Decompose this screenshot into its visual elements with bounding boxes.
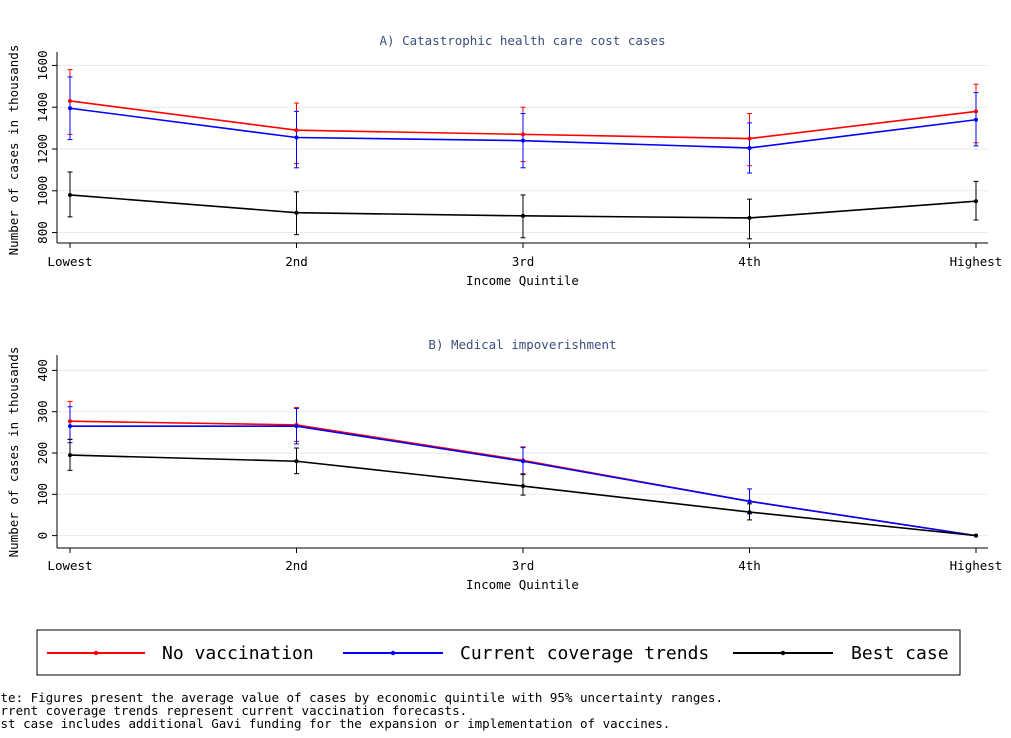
panel-b-best-case-point-0 xyxy=(68,453,72,458)
panel-b-ytick-label-100: 100 xyxy=(35,483,50,506)
panel-b-current-coverage-trends-point-0 xyxy=(68,424,72,429)
panel-b-no-vaccination-point-0 xyxy=(68,419,72,424)
panel-b-x-axis-label: Income Quintile xyxy=(466,577,579,592)
panel-a-current-coverage-trends-point-1 xyxy=(294,135,299,140)
panel-b-y-axis-label: Number of cases in thousands xyxy=(6,347,21,558)
note-line-3: est case includes additional Gavi fundin… xyxy=(0,716,671,731)
panel-b-best-case-point-4 xyxy=(974,533,978,538)
panel-a-no-vaccination-point-1 xyxy=(294,128,299,133)
panel-b-xtick-label-2nd: 2nd xyxy=(285,558,308,573)
panel-b-ytick-label-400: 400 xyxy=(35,359,50,382)
legend-label-current-coverage-trends: Current coverage trends xyxy=(460,643,709,664)
panel-a-xtick-label-highest: Highest xyxy=(950,254,1003,269)
panel-a-x-axis-label: Income Quintile xyxy=(466,273,579,288)
panel-a-no-vaccination-point-4 xyxy=(974,109,978,114)
panel-b-ytick-label-200: 200 xyxy=(35,442,50,465)
panel-a-best-case-point-3 xyxy=(747,215,752,220)
panel-b-title: B) Medical impoverishment xyxy=(428,337,616,352)
panel-a-ytick-label-1400: 1400 xyxy=(35,92,50,122)
panel-a-ytick-label-1000: 1000 xyxy=(35,176,50,206)
legend-label-best-case: Best case xyxy=(851,643,949,664)
panel-a-no-vaccination-point-0 xyxy=(68,98,72,103)
panel-b-ytick-label-300: 300 xyxy=(35,400,50,423)
panel-b-xtick-label-highest: Highest xyxy=(950,558,1003,573)
note-line-2: urrent coverage trends represent current… xyxy=(0,703,468,718)
panel-b-current-coverage-trends-point-2 xyxy=(521,459,525,464)
panel-a-xtick-label-3rd: 3rd xyxy=(512,254,535,269)
panel-b-current-coverage-trends-point-3 xyxy=(747,499,752,504)
panel-a-current-coverage-trends-point-3 xyxy=(747,145,752,150)
panel-a-y-axis-label: Number of cases in thousands xyxy=(6,45,21,256)
panel-a-ytick-label-800: 800 xyxy=(35,221,50,244)
panel-a-best-case-point-2 xyxy=(521,213,525,218)
panel-b-best-case-point-1 xyxy=(294,459,299,464)
legend-marker-current-coverage-trends xyxy=(390,650,396,656)
panel-a-no-vaccination-point-2 xyxy=(521,132,525,137)
note-line-1: ote: Figures present the average value o… xyxy=(0,690,723,705)
panel-a-current-coverage-trends-point-0 xyxy=(68,106,72,111)
panel-b-xtick-label-3rd: 3rd xyxy=(512,558,535,573)
panel-a-ytick-label-1200: 1200 xyxy=(35,134,50,164)
panel-a-title: A) Catastrophic health care cost cases xyxy=(380,33,666,48)
panel-a-best-case-point-4 xyxy=(974,199,978,204)
panel-a-xtick-label-2nd: 2nd xyxy=(285,254,308,269)
panel-a-xtick-label-4th: 4th xyxy=(738,254,761,269)
panel-a-best-case-point-0 xyxy=(68,192,72,197)
panel-b-best-case-point-2 xyxy=(521,484,525,489)
panel-a-best-case-point-1 xyxy=(294,210,299,215)
legend-label-no-vaccination: No vaccination xyxy=(162,643,314,664)
panel-b-current-coverage-trends-point-1 xyxy=(294,424,299,429)
legend-marker-no-vaccination xyxy=(93,650,99,656)
panel-a-no-vaccination-point-3 xyxy=(747,136,752,141)
panel-b-xtick-label-lowest: Lowest xyxy=(47,558,92,573)
panel-a-ytick-label-1600: 1600 xyxy=(35,50,50,80)
legend-marker-best-case xyxy=(780,650,786,656)
panel-a-xtick-label-lowest: Lowest xyxy=(47,254,92,269)
panel-a-current-coverage-trends-point-2 xyxy=(521,138,525,143)
panel-b-best-case-point-3 xyxy=(747,510,752,515)
panel-b-xtick-label-4th: 4th xyxy=(738,558,761,573)
panel-b-ytick-label-0: 0 xyxy=(35,532,50,540)
panel-a-current-coverage-trends-point-4 xyxy=(974,117,978,122)
